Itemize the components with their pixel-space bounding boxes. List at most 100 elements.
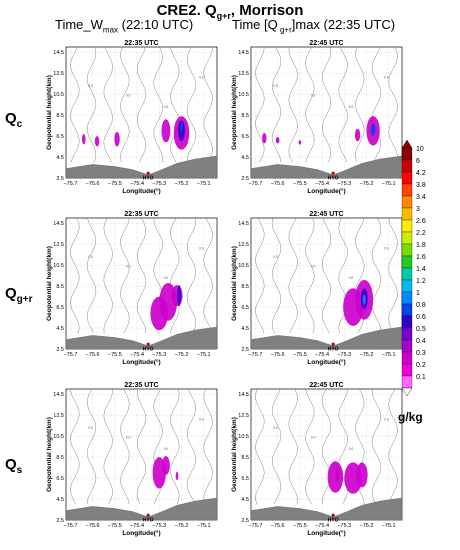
hydrometeor-blob — [179, 122, 184, 133]
chart-panel: 0.0 0.0 0.0 0.0 HYO 22:35 UTC −75.7 −75.6 −75.5 −… — [46, 382, 218, 537]
hydrometeor-blob — [370, 123, 376, 137]
y-tick-label: 14.5 — [238, 50, 249, 56]
chart-panel: 0.0 0.0 0.0 0.0 HYO 22:45 UTC −75.7 −75.6 −75.5 −… — [231, 211, 403, 366]
x-tick-label: −75.1 — [382, 181, 396, 187]
y-tick-label: 10.5 — [238, 92, 249, 98]
station-label: HYO — [328, 346, 339, 352]
y-tick-label: 6.5 — [241, 134, 249, 140]
x-axis-label: Longitude(°) — [122, 187, 160, 195]
contour-line — [136, 46, 147, 163]
colorbar-level-label: 1 — [416, 290, 420, 297]
y-tick-label: 12.5 — [53, 71, 64, 77]
y-tick-label: 14.5 — [53, 50, 64, 56]
station-marker — [331, 342, 335, 346]
chart-panel: 0.0 0.0 0.0 0.0 HYO 22:45 UTC −75.7 −75.6 −75.5 −… — [231, 382, 403, 537]
contour-line — [86, 217, 97, 334]
colorbar-level-label: 4.2 — [416, 170, 426, 177]
chart-panel: 0.0 0.0 0.0 0.0 HYO 22:45 UTC −75.7 −75.6 −75.5 −… — [231, 40, 403, 195]
y-axis-label: Geopotential height(km) — [231, 75, 238, 150]
column-title-left: Time_Wmax (22:10 UTC) — [55, 17, 194, 35]
y-tick-label: 14.5 — [53, 221, 64, 227]
chart-panel: 0.0 0.0 0.0 0.0 HYO 22:35 UTC −75.7 −75.6 −75.5 −… — [46, 211, 218, 366]
x-tick-label: −75.7 — [63, 181, 77, 187]
x-tick-label: −75.5 — [293, 352, 307, 358]
y-tick-label: 2.5 — [56, 347, 64, 353]
contour-label: 0.0 — [311, 264, 316, 268]
panel-time: 22:35 UTC — [124, 382, 158, 389]
contour-line — [120, 217, 130, 334]
contour-label: 0.0 — [199, 417, 204, 421]
x-tick-label: −75.2 — [360, 352, 374, 358]
contour-line — [271, 217, 282, 334]
contour-label: 0.0 — [311, 93, 316, 97]
y-tick-label: 2.5 — [56, 518, 64, 524]
colorbar-level-label: 6 — [416, 158, 420, 165]
contour-label: 0.0 — [384, 75, 389, 79]
y-axis-label: Geopotential height(km) — [46, 246, 53, 321]
y-tick-label: 2.5 — [241, 176, 249, 182]
plot-area — [250, 217, 403, 350]
terrain — [250, 497, 403, 521]
row-label-qs: Qs — [5, 456, 23, 476]
y-tick-label: 4.5 — [241, 155, 249, 161]
contour-label: 0.0 — [311, 435, 316, 439]
contour-label: 0.0 — [164, 105, 169, 109]
contour-line — [305, 217, 315, 334]
contour-line — [136, 217, 147, 334]
colorbar-bottom-arrow — [401, 387, 413, 397]
x-tick-label: −75.5 — [293, 523, 307, 529]
x-tick-label: −75.6 — [271, 181, 285, 187]
colorbar-swatch — [401, 315, 413, 329]
x-tick-label: −75.1 — [197, 352, 211, 358]
contour-line — [371, 388, 382, 505]
colorbar-swatch — [401, 327, 413, 341]
colorbar-unit: g/kg — [398, 410, 423, 424]
colorbar-swatch — [401, 267, 413, 281]
colorbar-top-arrow — [401, 140, 413, 149]
x-tick-label: −75.3 — [152, 523, 166, 529]
station-label: HYO — [328, 175, 339, 181]
y-tick-label: 10.5 — [53, 263, 64, 269]
station-marker — [331, 171, 335, 175]
hydrometeor-blob — [327, 461, 344, 493]
x-tick-label: −75.3 — [337, 352, 351, 358]
colorbar-level-label: 0.2 — [416, 362, 426, 369]
contour-line — [288, 47, 298, 163]
contour-label: 0.0 — [199, 75, 204, 79]
contour-line — [388, 217, 398, 334]
y-tick-label: 6.5 — [241, 305, 249, 311]
contour-label: 0.0 — [126, 93, 131, 97]
colorbar-level-label: 0.3 — [416, 350, 426, 357]
contour-line — [186, 217, 197, 334]
contour-line — [355, 46, 365, 163]
y-axis-label: Geopotential height(km) — [46, 417, 53, 492]
contour-label: 0.0 — [273, 426, 278, 430]
colorbar-level-label: 3.4 — [416, 194, 426, 201]
y-tick-label: 2.5 — [241, 347, 249, 353]
terrain — [65, 326, 218, 350]
colorbar-swatch — [401, 147, 413, 161]
y-tick-label: 8.5 — [241, 455, 249, 461]
y-tick-label: 8.5 — [241, 113, 249, 119]
contour-label: 0.0 — [126, 435, 131, 439]
y-tick-label: 12.5 — [238, 242, 249, 248]
colorbar-level-label: 10 — [416, 146, 424, 153]
x-tick-label: −75.4 — [315, 181, 329, 187]
x-tick-label: −75.2 — [175, 523, 189, 529]
contour-label: 0.0 — [199, 246, 204, 250]
plot-area — [250, 46, 403, 179]
colorbar-swatch — [401, 363, 413, 377]
y-tick-label: 12.5 — [53, 242, 64, 248]
contour-label: 0.0 — [384, 246, 389, 250]
station-label: HYO — [143, 175, 154, 181]
x-tick-label: −75.6 — [271, 352, 285, 358]
contour-label: 0.0 — [349, 447, 354, 451]
y-tick-label: 8.5 — [56, 455, 64, 461]
x-tick-label: −75.6 — [86, 352, 100, 358]
x-tick-label: −75.4 — [130, 352, 144, 358]
plot-area — [65, 46, 218, 179]
row-label-qc: Qc — [5, 110, 23, 130]
contour-line — [186, 46, 197, 163]
colorbar-swatch — [401, 195, 413, 209]
contour-line — [255, 217, 265, 334]
